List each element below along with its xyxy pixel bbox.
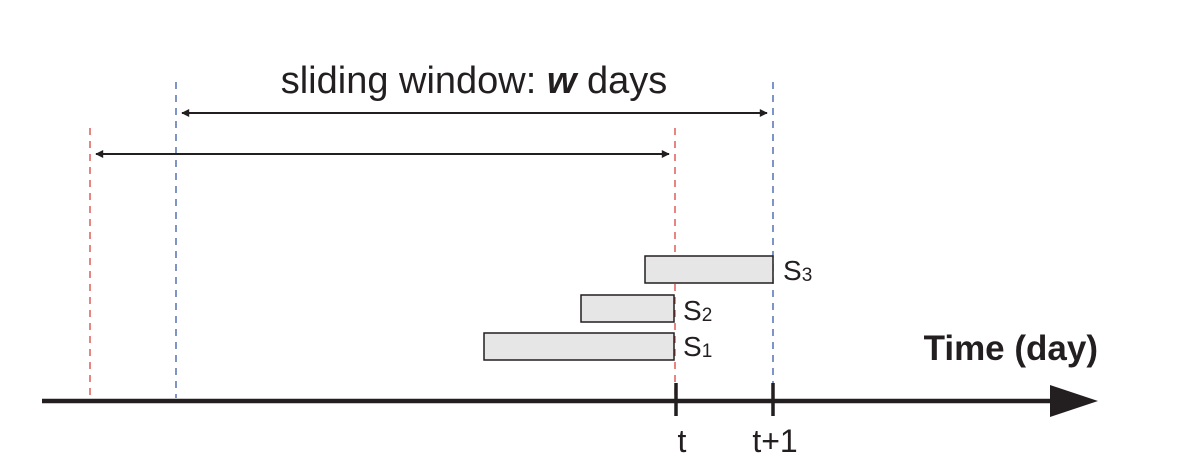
segment-s1-box [483, 332, 675, 361]
segment-s3-label: S3 [783, 255, 812, 286]
segment-s1-index: 1 [702, 341, 713, 362]
segment-s1-label: S1 [683, 331, 712, 362]
time-axis-label: Time (day) [924, 329, 1098, 368]
title-suffix: days [576, 60, 667, 102]
time-axis-arrowhead [1050, 385, 1098, 417]
tick-label-t: t [678, 423, 687, 459]
title-variable: w [547, 60, 579, 102]
sliding-window-title: sliding window: w days [281, 60, 668, 102]
segment-s3-index: 3 [802, 265, 813, 286]
segment-s2-label: S2 [683, 295, 712, 326]
segment-s2-index: 2 [702, 305, 713, 326]
segment-s3-box [644, 255, 774, 284]
segment-s2-box [580, 294, 675, 323]
tick-label-t-plus-1: t+1 [752, 423, 797, 459]
title-prefix: sliding window: [281, 60, 547, 102]
